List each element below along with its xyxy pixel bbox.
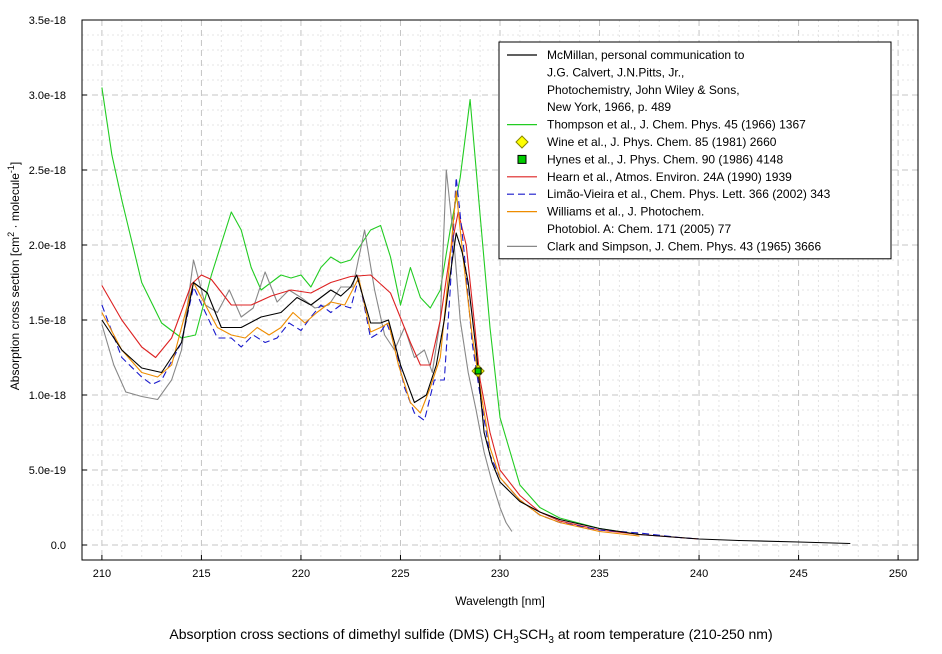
series-group: [101, 87, 851, 545]
legend-label: Clark and Simpson, J. Chem. Phys. 43 (19…: [547, 239, 821, 253]
x-tick-label: 245: [789, 568, 807, 580]
legend-label: Photochemistry, John Wiley & Sons,: [547, 83, 740, 97]
series-7-line: [101, 169, 513, 532]
x-tick-label: 210: [93, 568, 111, 580]
y-tick-label: 3.0e-18: [29, 90, 66, 102]
y-tick-label: 0.0: [51, 540, 66, 552]
legend-label: Limão-Vieira et al., Chem. Phys. Lett. 3…: [547, 187, 831, 201]
legend-item: Clark and Simpson, J. Chem. Phys. 43 (19…: [507, 239, 821, 253]
legend-label: Williams et al., J. Photochem.: [547, 205, 704, 219]
legend-label: Hynes et al., J. Phys. Chem. 90 (1986) 4…: [547, 152, 783, 166]
legend-label: Wine et al., J. Phys. Chem. 85 (1981) 26…: [547, 135, 777, 149]
legend-item: Hynes et al., J. Phys. Chem. 90 (1986) 4…: [517, 152, 783, 166]
x-tick-label: 230: [491, 568, 509, 580]
y-tick-label: 1.5e-18: [29, 315, 66, 327]
hynes-data-point: [474, 367, 482, 375]
y-tick-label: 5.0e-19: [29, 465, 66, 477]
legend-label: McMillan, personal communication to: [547, 48, 745, 62]
legend-label: New York, 1966, p. 489: [547, 100, 671, 114]
y-tick-label: 2.5e-18: [29, 165, 66, 177]
x-axis-title: Wavelength [nm]: [455, 594, 545, 608]
series-5-line: [101, 176, 700, 540]
legend-label: Photobiol. A: Chem. 171 (2005) 77: [547, 222, 731, 236]
y-axis-title: Absorption cross section [cm2 · molecule…: [6, 162, 22, 390]
series-6-line: [101, 190, 640, 537]
x-tick-label: 225: [391, 568, 409, 580]
legend-item: Wine et al., J. Phys. Chem. 85 (1981) 26…: [515, 135, 777, 149]
series-1-line: [101, 87, 640, 536]
legend: McMillan, personal communication to J.G. …: [498, 41, 892, 260]
x-tick-label: 250: [889, 568, 907, 580]
legend-item: McMillan, personal communication to J.G. …: [507, 48, 745, 114]
x-tick-label: 215: [192, 568, 210, 580]
legend-item: Limão-Vieira et al., Chem. Phys. Lett. 3…: [507, 187, 831, 201]
x-tick-label: 235: [590, 568, 608, 580]
series-4-line: [101, 211, 700, 540]
legend-item: Thompson et al., J. Chem. Phys. 45 (1966…: [507, 118, 806, 132]
x-tick-label: 220: [292, 568, 310, 580]
figure-caption: Absorption cross sections of dimethyl su…: [169, 626, 773, 646]
chart: 210 215 220 225 230 235 240 245 250 0.0 5.0e-19 1.0…: [6, 15, 919, 608]
legend-swatch: [515, 135, 529, 149]
legend-label: Hearn et al., Atmos. Environ. 24A (1990)…: [547, 170, 792, 184]
x-tick-label: 240: [690, 568, 708, 580]
y-tick-label: 3.5e-18: [29, 15, 66, 27]
legend-label: J.G. Calvert, J.N.Pitts, Jr.,: [547, 65, 684, 79]
y-tick-label: 1.0e-18: [29, 390, 66, 402]
series-0-line: [101, 232, 851, 545]
legend-item: Williams et al., J. Photochem. Photobiol.…: [507, 205, 731, 236]
legend-box: [498, 41, 892, 260]
legend-label: Thompson et al., J. Chem. Phys. 45 (1966…: [547, 118, 806, 132]
legend-item: Hearn et al., Atmos. Environ. 24A (1990)…: [507, 170, 792, 184]
axis-ticks: 210 215 220 225 230 235 240 245 250 0.0 5.0e-19 1.0…: [29, 15, 908, 580]
legend-swatch: [517, 154, 527, 164]
y-tick-label: 2.0e-18: [29, 240, 66, 252]
